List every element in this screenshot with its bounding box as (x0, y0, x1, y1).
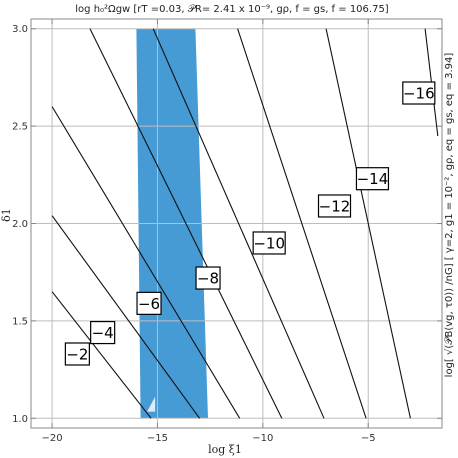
contour-line-6 (325, 28, 411, 419)
y-tick-label-3: 2.5 (12, 122, 28, 133)
x-tick-label-0: −20 (42, 433, 63, 444)
contour-label-box-2 (136, 291, 162, 315)
contour-label-6: −14 (357, 170, 389, 188)
contour-label-1: −4 (92, 324, 114, 342)
x-tick-label-1: −15 (147, 433, 168, 444)
region-notch (147, 396, 156, 412)
contour-line-4 (152, 28, 325, 419)
y-tick-label-4: 3.0 (12, 24, 28, 35)
y-tick-label-0: 1.0 (12, 414, 28, 425)
y-tick-label-1: 1.5 (12, 316, 28, 327)
contour-label-box-7 (402, 81, 436, 105)
contour-line-1 (51, 215, 201, 419)
x-tick-label-3: −5 (361, 433, 376, 444)
chart-title: log h₀²Ωgw [rT =0.03, 𝒫R= 2.41 x 10⁻⁹, g… (75, 4, 389, 15)
contour-label-box-5 (317, 194, 352, 218)
contour-line-5 (237, 28, 367, 419)
contour-line-2 (51, 106, 241, 419)
contour-label-box-1 (90, 320, 116, 345)
contour-label-3: −8 (197, 270, 219, 288)
contour-label-box-3 (195, 266, 221, 290)
contour-label-5: −12 (319, 197, 351, 215)
contour-label-4: −10 (253, 234, 285, 252)
contour-label-box-4 (252, 231, 286, 255)
x-axis-label: log ξ1 (208, 443, 242, 456)
contour-label-7: −16 (403, 85, 435, 103)
contour-label-box-6 (355, 167, 390, 191)
contour-label-box-0 (64, 342, 90, 366)
right-axis-label: log[ √(𝒫B(vg, τ0)) /nG] [ γ=2, g1 = 10⁻²… (444, 53, 455, 378)
contour-label-0: −2 (66, 345, 88, 363)
contour-label-2: −6 (138, 295, 160, 313)
plot-area: −2−4 −6 −8 −10 −12 −14 −16 −20 −15 −10 −5 1.0 1.5 2.0… (12, 18, 443, 444)
y-axis-label: δ1 (0, 208, 13, 222)
contour-line-3 (89, 28, 283, 419)
contour-line-0 (51, 291, 152, 419)
x-tick-label-2: −10 (252, 433, 273, 444)
y-tick-label-2: 2.0 (12, 219, 28, 230)
